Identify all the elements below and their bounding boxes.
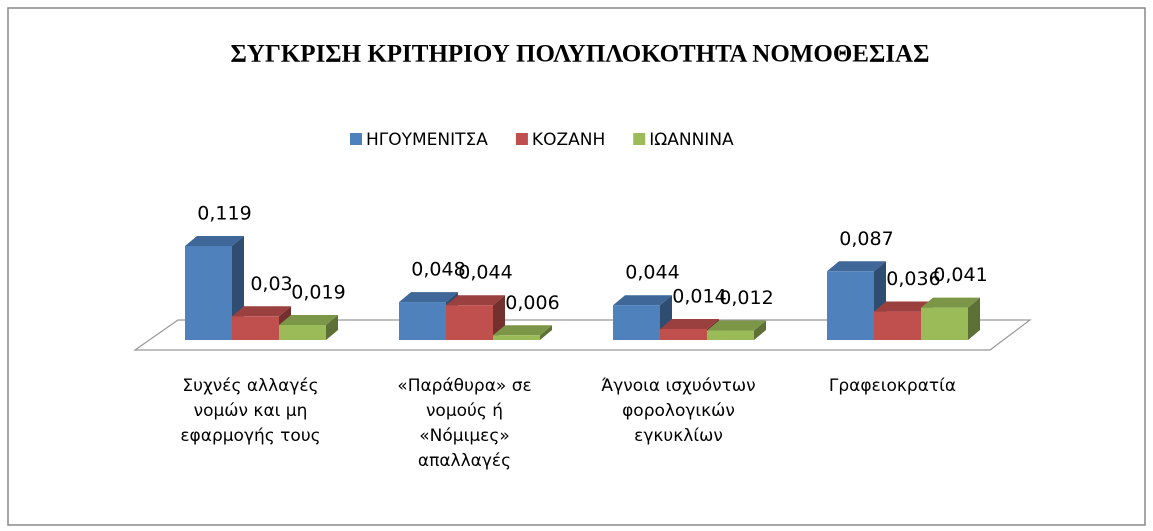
data-label: 0,012 <box>719 287 773 309</box>
data-label: 0,044 <box>625 262 679 284</box>
bar-top <box>493 325 552 336</box>
bar-side <box>326 314 338 340</box>
legend-item: ΚΟΖΑΝΗ <box>515 130 605 150</box>
data-label: 0,014 <box>672 285 726 307</box>
bar-top <box>185 235 244 246</box>
legend-label: ΗΓΟΥΜΕΝΙΤΣΑ <box>366 130 488 150</box>
legend-label: ΚΟΖΑΝΗ <box>532 130 605 150</box>
data-label: 0,03 <box>250 273 292 295</box>
bar-top <box>874 301 933 312</box>
category-label: Γραφειοκρατία <box>828 376 957 396</box>
bar-front <box>279 324 326 340</box>
bar-side <box>540 325 552 340</box>
bar-front <box>660 328 707 340</box>
bar-front <box>493 335 540 340</box>
data-label: 0,087 <box>839 228 893 250</box>
category-label: Συχνές αλλαγές νομών και μη εφαρμογής το… <box>180 376 321 446</box>
bar <box>921 297 980 340</box>
legend-item: ΗΓΟΥΜΕΝΙΤΣΑ <box>350 130 488 150</box>
bar-top <box>827 261 886 272</box>
chart-title: ΣΥΓΚΡΙΣΗ ΚΡΙΤΗΡΙΟΥ ΠΟΛΥΠΛΟΚΟΤΗΤΑ ΝΟΜΟΘΕΣ… <box>231 41 930 68</box>
data-label: 0,044 <box>458 262 512 284</box>
bar-top <box>613 295 672 306</box>
bar-front <box>613 305 660 340</box>
bar <box>279 314 338 340</box>
bar-top <box>921 297 980 308</box>
legend-swatch <box>350 133 362 145</box>
bar-front <box>232 316 279 340</box>
bar-front <box>921 307 968 340</box>
bar-top <box>399 292 458 303</box>
bar-top <box>707 320 766 331</box>
legend-label: ΙΩΑΝΝΙΝΑ <box>649 130 734 150</box>
bar-front <box>707 330 754 340</box>
bar <box>446 295 505 340</box>
bar-top <box>660 318 719 329</box>
bar-side <box>968 297 980 340</box>
bar-side <box>754 320 766 340</box>
floor <box>133 319 1032 351</box>
data-label: 0,036 <box>886 268 940 290</box>
bar <box>185 235 244 340</box>
bar-front <box>446 305 493 340</box>
legend-item: ΙΩΑΝΝΙΝΑ <box>633 130 734 150</box>
bar-top <box>446 295 505 306</box>
data-label: 0,041 <box>933 264 987 286</box>
data-label: 0,006 <box>505 292 559 314</box>
data-label: 0,048 <box>411 259 465 281</box>
bar <box>493 325 552 340</box>
bar-front <box>874 311 921 340</box>
data-label: 0,119 <box>197 202 251 224</box>
category-label: Άγνοια ισχυόντων φορολογικών εγκυκλίων <box>601 376 756 446</box>
legend-swatch <box>515 133 528 145</box>
bar <box>613 295 672 340</box>
bar <box>707 320 766 340</box>
legend-swatch <box>633 133 646 145</box>
bar-front <box>399 302 446 340</box>
category-label: «Παράθυρα» σε νομούς ή «Νόμιμες» απαλλαγ… <box>397 376 532 471</box>
data-label: 0,019 <box>291 281 345 303</box>
bar-top <box>232 306 291 317</box>
bar-front <box>827 271 874 340</box>
bar-top <box>279 314 338 325</box>
bar-front <box>185 245 232 340</box>
